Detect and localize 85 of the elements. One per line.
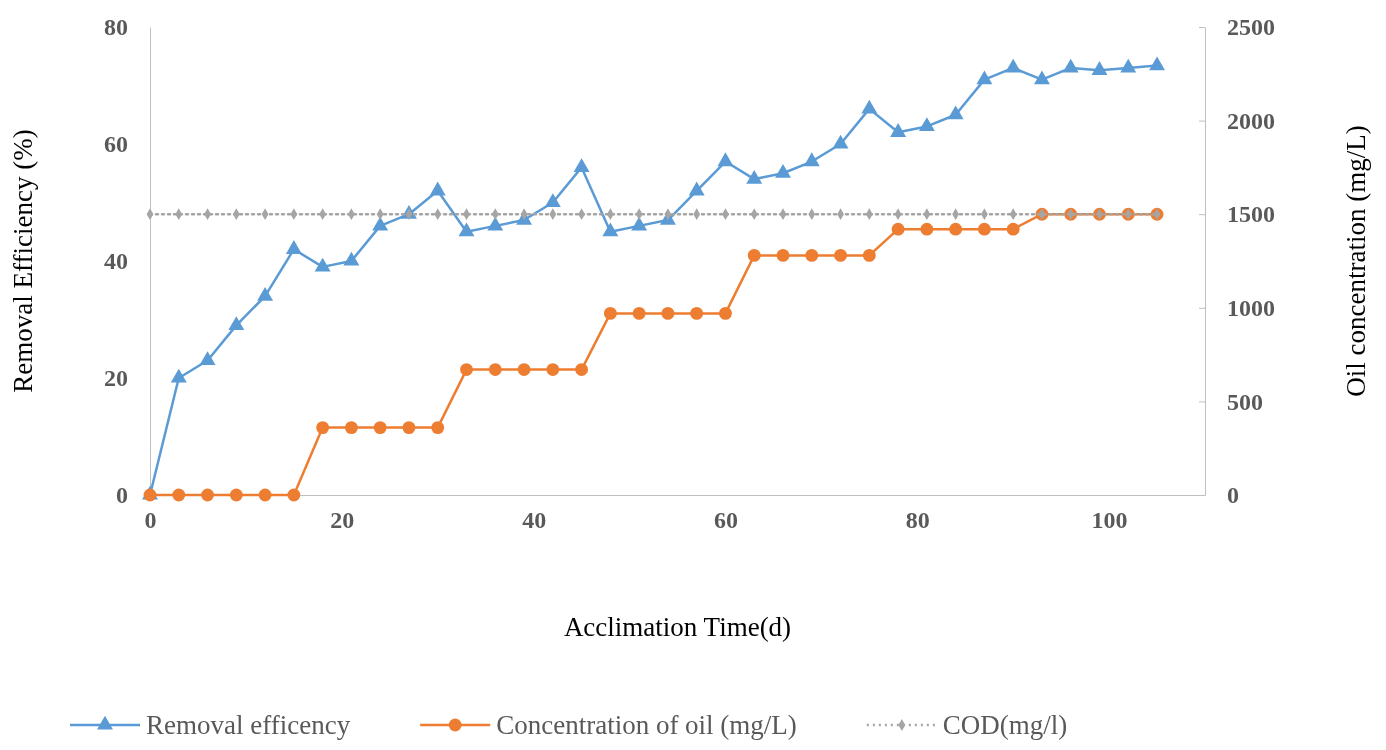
y2-tick-label: 0 [1227,482,1239,509]
point [603,307,617,320]
point [228,316,245,330]
point [1091,61,1108,75]
x-tick-label: 80 [905,507,930,534]
legend-label: Concentration of oil (mg/L) [496,710,797,740]
point [487,216,504,231]
point [488,363,502,376]
point [890,123,907,137]
point [431,421,445,435]
legend-label: COD(mg/l) [942,710,1068,740]
y2-tick-label: 1500 [1227,201,1275,228]
point [170,368,187,383]
y-tick-label: 60 [104,131,128,158]
point [688,181,705,196]
point [717,152,734,167]
point [199,351,216,366]
point [257,286,274,301]
point [947,105,964,120]
point [373,421,387,435]
point [460,363,473,376]
point [1006,222,1020,236]
point [229,488,243,502]
point [775,164,791,178]
point [517,363,531,376]
point [344,421,358,435]
point [803,152,820,167]
y2-tick-label: 2000 [1227,107,1275,134]
y2-axis-title: Oil concentration (mg/L) [1341,125,1371,397]
y-axis-title: Removal Efficiency (%) [8,129,38,393]
point [632,307,646,320]
point [891,222,905,236]
legend-label: Removal efficency [146,710,351,740]
point [458,222,475,237]
point [258,488,272,502]
point [429,181,446,196]
point [918,117,935,132]
point [343,251,360,266]
point [316,421,330,435]
point [402,421,416,435]
point [602,222,619,237]
point [920,222,934,236]
point [573,158,590,172]
point [172,488,186,502]
point [1005,58,1022,73]
x-tick-label: 40 [522,507,547,534]
point [834,248,847,262]
point [631,216,648,231]
x-tick-label: 100 [1091,507,1128,534]
point [977,222,991,236]
point [862,248,876,262]
point [287,488,301,502]
y2-tick-label: 500 [1227,388,1263,415]
point [1120,58,1137,73]
point [976,70,993,85]
point [690,307,704,320]
x-tick-label: 60 [713,507,738,534]
x-tick-label: 20 [330,507,355,534]
point [1062,58,1079,73]
point [861,99,878,114]
point [575,363,589,376]
point [747,248,761,262]
point [372,216,389,231]
y2-tick-label: 2500 [1227,14,1275,41]
y-tick-label: 0 [116,482,128,509]
y-tick-label: 20 [104,365,128,392]
point [1033,70,1050,85]
point [776,248,790,262]
y-tick-label: 80 [104,14,128,41]
point [949,222,963,236]
x-axis-title: Acclimation Time(d) [563,612,792,642]
point [746,169,763,184]
point [1149,56,1166,71]
x-tick-label: 0 [144,507,157,534]
point [805,248,819,262]
point [546,363,560,376]
point [201,488,214,502]
y-tick-label: 40 [104,248,128,275]
point [661,307,675,320]
point [314,257,331,272]
point [544,193,561,208]
y2-tick-label: 1000 [1227,294,1275,321]
point [285,240,302,254]
point [719,307,732,320]
point [832,134,849,149]
